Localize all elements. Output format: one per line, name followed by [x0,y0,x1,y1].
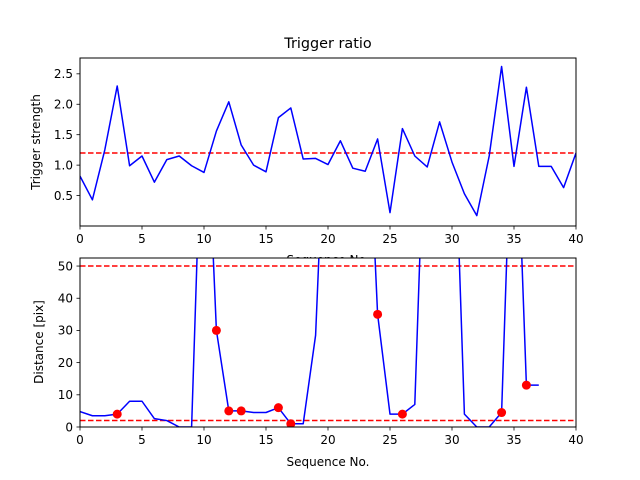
data-point [211,325,221,335]
y-tick-label: 20 [58,356,73,370]
x-tick-label: 25 [382,433,397,447]
distance-chart: 0 5 10 15 20 25 30 35 40 0 10 20 30 40 50 Sequence No… [32,257,584,469]
x-tick-label: 10 [196,232,211,246]
y-tick-label: 2.5 [54,67,73,81]
data-point [224,406,234,416]
y-tick-label: 0.5 [54,189,73,203]
x-tick-label: 35 [506,433,521,447]
x-tick-label: 0 [76,232,84,246]
y-axis-label: Distance [pix] [32,300,46,384]
y-tick-label: 1.0 [54,158,73,172]
x-tick-label: 20 [320,433,335,447]
x-tick-label: 20 [320,232,335,246]
data-point [397,409,407,419]
x-tick-label: 10 [196,433,211,447]
x-tick-label: 35 [506,232,521,246]
y-tick-label: 40 [58,292,73,306]
data-point [236,406,246,416]
data-point [497,408,507,418]
x-tick-label: 40 [568,232,583,246]
data-point [286,419,296,427]
x-tick-label: 25 [382,232,397,246]
x-tick-label: 30 [444,433,459,447]
y-axis: 0 10 20 30 40 50 [58,259,80,434]
x-tick-label: 5 [138,433,146,447]
x-tick-label: 15 [258,232,273,246]
y-tick-label: 30 [58,324,73,338]
x-tick-label: 40 [568,433,583,447]
y-tick-label: 1.5 [54,128,73,142]
chart-title: Trigger ratio [283,36,372,52]
data-point [521,380,531,390]
plot-area [80,258,576,427]
x-tick-label: 5 [138,232,146,246]
data-point [373,309,383,319]
x-tick-label: 15 [258,433,273,447]
y-tick-label: 0 [65,420,73,434]
y-tick-label: 50 [58,259,73,273]
y-tick-label: 2.0 [54,98,73,112]
y-axis-label: Trigger strength [29,94,43,191]
x-axis: 0 5 10 15 20 25 30 35 40 [76,427,584,447]
plot-area [80,65,576,217]
x-axis-label: Sequence No. [287,455,370,469]
series-line [80,65,576,217]
trigger-ratio-chart: Trigger ratio 0 5 10 15 20 25 30 35 40 0.5 1.0 1.5… [29,36,584,246]
y-axis: 0.5 1.0 1.5 2.0 2.5 [54,67,80,203]
data-point [273,403,283,413]
data-point [112,409,122,419]
x-tick-label: 0 [76,433,84,447]
x-tick-label: 30 [444,232,459,246]
x-axis: 0 5 10 15 20 25 30 35 40 [76,226,584,246]
series-line [80,258,539,427]
y-tick-label: 10 [58,388,73,402]
